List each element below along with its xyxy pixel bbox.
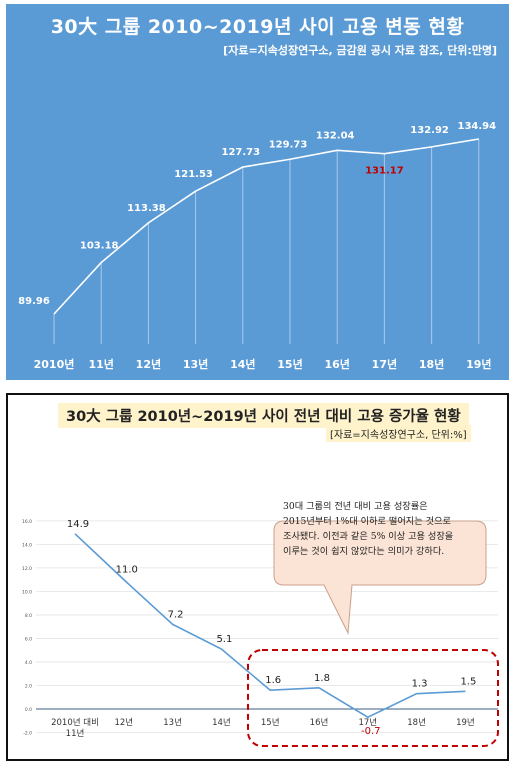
data-label: 103.18 bbox=[80, 241, 119, 252]
x-tick-label: 15년 bbox=[277, 357, 302, 371]
x-tick-label: 12년 bbox=[114, 717, 133, 728]
y-tick-label: 12.0 bbox=[22, 566, 32, 572]
callout-line: 30대 그룹의 전년 대비 고용 성장률은 bbox=[283, 501, 428, 512]
top-chart-source: [자료=지속성장연구소, 금감원 공시 자료 참조, 단위:만명] bbox=[223, 44, 497, 57]
data-label: 132.92 bbox=[410, 125, 449, 136]
x-tick-label: 14년 bbox=[230, 357, 255, 371]
x-tick-label: 18년 bbox=[407, 717, 426, 728]
x-tick-label: 17년 bbox=[372, 357, 397, 371]
bottom-chart-panel: 16.0 14.0 12.0 10.0 8.0 6.0 4.0 2.0 0.0 -2.0 14.9 2… bbox=[6, 393, 509, 761]
callout-note: 30대 그룹의 전년 대비 고용 성장률은 2015년부터 1%대 이하로 떨어… bbox=[283, 499, 483, 559]
x-tick-label: 13년 bbox=[163, 717, 182, 728]
y-tick-label: 10.0 bbox=[22, 589, 32, 595]
y-tick-label: 8.0 bbox=[25, 613, 32, 619]
highlight-box bbox=[247, 649, 499, 747]
data-label: 1.8 bbox=[314, 673, 330, 684]
data-label: 121.53 bbox=[174, 169, 213, 180]
y-tick-label: -2.0 bbox=[23, 731, 32, 737]
data-label: 14.9 bbox=[67, 519, 89, 530]
x-tick-label: 2010년 대비 bbox=[51, 717, 99, 728]
x-tick-label: 16년 bbox=[310, 717, 329, 728]
x-tick-label: 12년 bbox=[136, 357, 161, 371]
data-label: 131.17 bbox=[365, 166, 404, 177]
bottom-chart-title: 30大 그룹 2010년~2019년 사이 전년 대비 고용 증가율 현황 bbox=[58, 403, 469, 428]
data-label: 127.73 bbox=[222, 147, 261, 158]
callout-line: 2015년부터 1%대 이하로 떨어지는 것으로 bbox=[283, 516, 451, 527]
y-tick-label: 4.0 bbox=[25, 660, 32, 666]
x-tick-label: 16년 bbox=[324, 357, 349, 371]
data-label: 129.73 bbox=[269, 139, 308, 150]
data-label: 5.1 bbox=[216, 634, 232, 645]
callout-bubble bbox=[273, 520, 487, 635]
data-label: 1.6 bbox=[265, 675, 281, 686]
x-tick-label: 13년 bbox=[183, 357, 208, 371]
data-label: 113.38 bbox=[127, 203, 166, 214]
bottom-chart-plot: 16.0 14.0 12.0 10.0 8.0 6.0 4.0 2.0 0.0 -2.0 14.9 2… bbox=[22, 519, 499, 747]
data-label: 89.96 bbox=[18, 296, 50, 307]
data-label: 1.3 bbox=[412, 679, 428, 690]
data-label: 134.94 bbox=[458, 121, 497, 132]
top-chart-title: 30大 그룹 2010~2019년 사이 고용 변동 현황 bbox=[50, 16, 465, 38]
y-tick-label: 14.0 bbox=[22, 542, 32, 548]
x-tick-label: 19년 bbox=[466, 357, 491, 371]
x-tick-label: 17년 bbox=[358, 717, 377, 728]
x-tick-label: 19년 bbox=[456, 717, 475, 728]
callout-line: 이루는 것이 쉽지 않았다는 의미가 강하다. bbox=[283, 546, 445, 557]
x-tick-label: 18년 bbox=[419, 357, 444, 371]
bottom-chart-source: [자료=지속성장연구소, 단위:%] bbox=[326, 425, 471, 442]
employment-line bbox=[53, 138, 479, 315]
top-chart-plot: 89.96 2010년 103.18 11년 113.38 12년 121.53 13년 127… bbox=[18, 121, 497, 371]
y-tick-label: 16.0 bbox=[22, 519, 32, 525]
callout-line: 조사됐다. 이전과 같은 5% 이상 고용 성장을 bbox=[283, 531, 454, 542]
y-tick-label: 6.0 bbox=[25, 636, 32, 642]
growth-rate-line bbox=[74, 533, 466, 719]
data-label: 11.0 bbox=[116, 565, 138, 576]
x-tick-label: 11년 bbox=[88, 357, 113, 371]
y-tick-label: 0.0 bbox=[25, 707, 32, 713]
top-chart-panel: 89.96 2010년 103.18 11년 113.38 12년 121.53 13년 127… bbox=[6, 4, 509, 380]
y-tick-label: 2.0 bbox=[25, 683, 32, 689]
data-label: 7.2 bbox=[168, 609, 184, 620]
data-label: 132.04 bbox=[316, 130, 355, 141]
x-tick-label: 15년 bbox=[261, 717, 280, 728]
x-tick-label: 11년 bbox=[66, 728, 85, 739]
x-tick-label: 14년 bbox=[212, 717, 231, 728]
data-label: 1.5 bbox=[460, 676, 476, 687]
data-label: -0.7 bbox=[361, 726, 381, 737]
x-tick-label: 2010년 bbox=[34, 357, 75, 371]
